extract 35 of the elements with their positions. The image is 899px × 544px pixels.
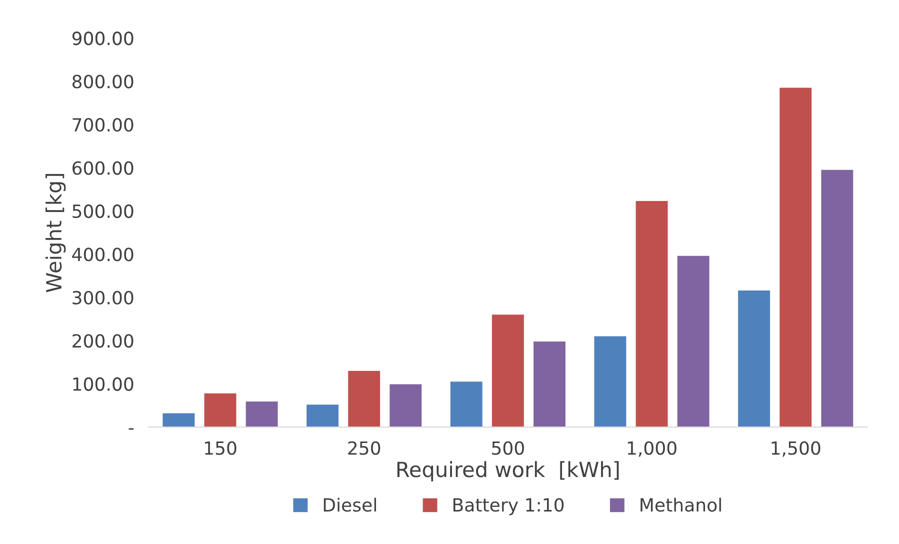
x-tick-label: 1,500	[772, 441, 820, 457]
y-tick-label: 500.00	[72, 204, 134, 218]
y-tick-label: 100.00	[73, 377, 134, 391]
y-tick-label: 400.00	[72, 248, 134, 262]
y-tick-label: 300.00	[72, 290, 134, 305]
bar	[204, 393, 236, 428]
x-tick-label: 1,000	[628, 441, 676, 457]
x-tick-label: 500	[492, 441, 524, 455]
y-tick-label: 800.00	[72, 74, 134, 88]
x-axis-title: Required work [kWh]	[397, 461, 619, 482]
legend-label: Battery 1:10	[453, 498, 564, 516]
bar	[246, 402, 278, 428]
y-tick-label: 200.00	[72, 334, 134, 348]
bar	[162, 413, 195, 428]
legend-label: Methanol	[640, 498, 721, 512]
y-tick-label: 600.00	[72, 161, 134, 175]
bar	[450, 382, 482, 428]
bar	[636, 201, 668, 428]
bar	[390, 384, 422, 428]
bar	[534, 341, 566, 428]
bar	[780, 88, 812, 428]
bar	[821, 170, 854, 428]
y-tick-label: 700.00	[72, 118, 134, 132]
y-tick-label: -	[128, 428, 134, 430]
x-tick-label: 150	[205, 441, 236, 455]
bar	[306, 404, 339, 428]
x-tick-label: 250	[348, 441, 380, 455]
y-tick-label: 900.00	[72, 32, 134, 46]
bar	[594, 336, 626, 428]
bar	[677, 256, 710, 428]
y-axis-title: Weight [kg]	[46, 174, 66, 292]
bar	[738, 290, 770, 428]
bar	[492, 314, 524, 428]
bar	[348, 370, 380, 428]
legend-label: Diesel	[324, 498, 376, 512]
